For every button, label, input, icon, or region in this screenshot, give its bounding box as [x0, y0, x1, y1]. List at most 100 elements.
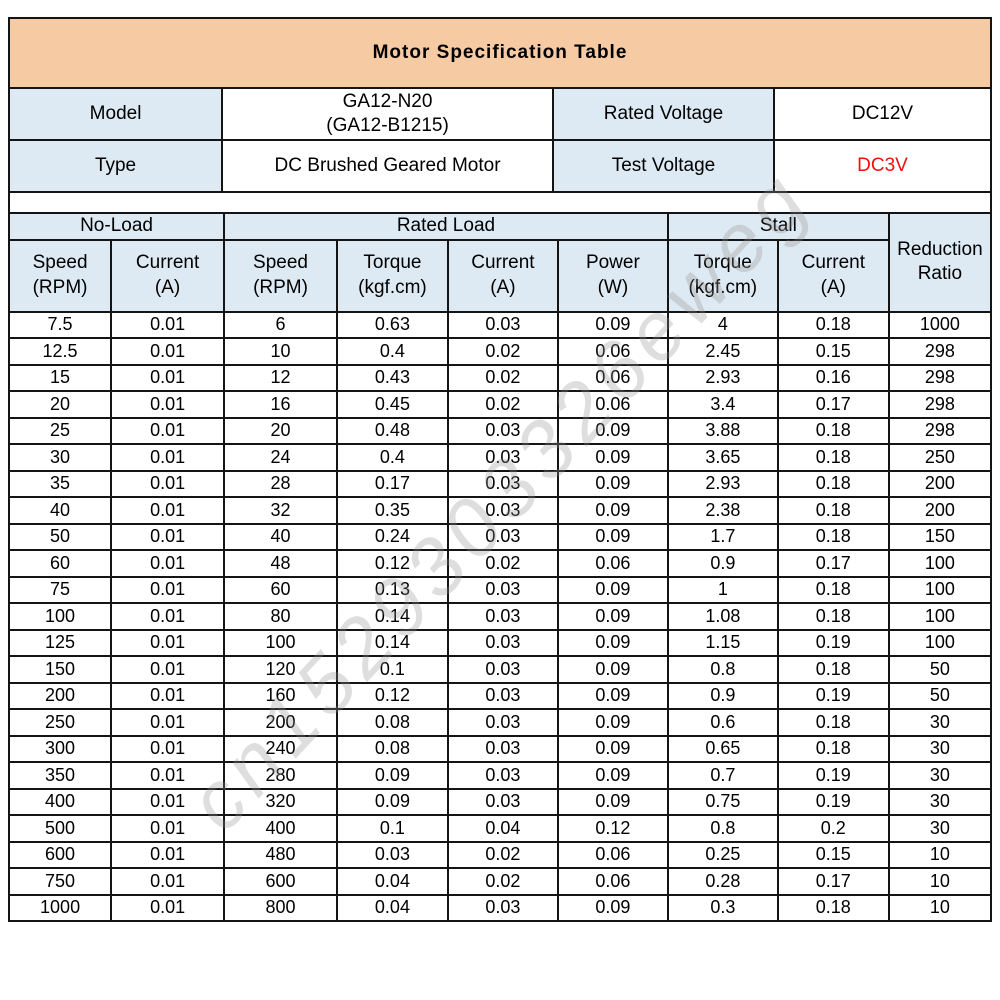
- spec-cell: 0.09: [556, 443, 669, 472]
- spec-cell: 200: [7, 681, 113, 711]
- spec-cell: 2.93: [666, 469, 779, 499]
- spec-cell: 0.1: [335, 814, 449, 843]
- table-row: 150 0.01 120 0.1 0.03 0.09 0.8 0.18 50: [7, 655, 993, 684]
- spec-cell: 15: [7, 363, 113, 393]
- table-row: 60 0.01 48 0.12 0.02 0.06 0.9 0.17 100: [7, 549, 993, 578]
- table-row: 350 0.01 280 0.09 0.03 0.09 0.7 0.19 30: [7, 761, 993, 790]
- spec-cell: 2.93: [666, 363, 779, 393]
- table-row: 125 0.01 100 0.14 0.03 0.09 1.15 0.19 100: [7, 628, 993, 658]
- spec-cell: 0.01: [110, 787, 226, 817]
- spec-cell: 0.09: [556, 681, 669, 711]
- column-header: Torque (kgf.cm): [666, 238, 779, 313]
- spec-cell: 0.28: [666, 867, 779, 896]
- spec-cell: 1000: [887, 310, 993, 340]
- spec-cell: 160: [223, 681, 338, 711]
- spec-cell: 0.06: [556, 840, 669, 870]
- spec-cell: 0.43: [335, 363, 449, 393]
- spec-cell: 0.01: [110, 655, 226, 684]
- table-row: 25 0.01 20 0.48 0.03 0.09 3.88 0.18 298: [7, 416, 993, 446]
- spec-cell: 0.18: [776, 734, 890, 764]
- column-header: Current (A): [776, 238, 890, 313]
- table-row: 200 0.01 160 0.12 0.03 0.09 0.9 0.19 50: [7, 681, 993, 711]
- spec-cell: 200: [223, 708, 338, 737]
- spec-cell: 0.03: [446, 628, 559, 658]
- spec-cell: 50: [887, 681, 993, 711]
- spec-cell: 0.09: [556, 416, 669, 446]
- spec-cell: 4: [666, 310, 779, 340]
- spec-cell: 0.01: [110, 575, 226, 605]
- spec-cell: 10: [887, 840, 993, 870]
- spec-cell: 100: [223, 628, 338, 658]
- spec-cell: 30: [7, 443, 113, 472]
- spec-cell: 0.03: [446, 416, 559, 446]
- table-row: 30 0.01 24 0.4 0.03 0.09 3.65 0.18 250: [7, 443, 993, 472]
- column-header: Speed (RPM): [223, 238, 338, 313]
- spec-cell: 30: [887, 761, 993, 790]
- spec-cell: 0.18: [776, 416, 890, 446]
- table-row: 75 0.01 60 0.13 0.03 0.09 1 0.18 100: [7, 575, 993, 605]
- spec-cell: 0.09: [556, 496, 669, 525]
- spec-cell: 1000: [7, 893, 113, 923]
- spec-cell: 0.09: [556, 761, 669, 790]
- spec-cell: 0.01: [110, 628, 226, 658]
- spec-cell: 0.01: [110, 602, 226, 631]
- spec-cell: 0.12: [556, 814, 669, 843]
- spec-cell: 0.04: [446, 814, 559, 843]
- spec-cell: 0.01: [110, 363, 226, 393]
- spec-cell: 40: [7, 496, 113, 525]
- spec-cell: 298: [887, 363, 993, 393]
- spec-cell: 100: [887, 549, 993, 578]
- spec-cell: 0.7: [666, 761, 779, 790]
- spec-cell: 6: [223, 310, 338, 340]
- spec-cell: 1.08: [666, 602, 779, 631]
- spec-cell: 150: [7, 655, 113, 684]
- spec-cell: 480: [223, 840, 338, 870]
- spec-cell: 0.01: [110, 469, 226, 499]
- spec-cell: 100: [887, 602, 993, 631]
- spec-cell: 3.4: [666, 390, 779, 419]
- spec-cell: 10: [223, 337, 338, 366]
- spec-cell: 0.03: [446, 893, 559, 923]
- spec-cell: 100: [887, 575, 993, 605]
- column-header: Current (A): [110, 238, 226, 313]
- table-row: 300 0.01 240 0.08 0.03 0.09 0.65 0.18 30: [7, 734, 993, 764]
- spec-cell: 0.03: [446, 469, 559, 499]
- spec-cell: 0.48: [335, 416, 449, 446]
- spec-cell: 0.18: [776, 575, 890, 605]
- spec-cell: 0.12: [335, 549, 449, 578]
- model-label: Model: [7, 87, 224, 141]
- spec-cell: 1.15: [666, 628, 779, 658]
- table-row: 1000 0.01 800 0.04 0.03 0.09 0.3 0.18 10: [7, 893, 993, 923]
- spec-cell: 20: [223, 416, 338, 446]
- spec-cell: 0.3: [666, 893, 779, 923]
- model-row: Model GA12-N20 (GA12-B1215) Rated Voltag…: [7, 87, 993, 141]
- spec-cell: 0.18: [776, 443, 890, 472]
- spec-cell: 350: [7, 761, 113, 790]
- spec-cell: 0.09: [335, 787, 449, 817]
- spec-cell: 0.03: [446, 787, 559, 817]
- page-title: Motor Specification Table: [8, 17, 992, 89]
- spec-cell: 0.18: [776, 708, 890, 737]
- spec-cell: 100: [887, 628, 993, 658]
- table-row: 250 0.01 200 0.08 0.03 0.09 0.6 0.18 30: [7, 708, 993, 737]
- info-table: Motor Specification Table Model GA12-N20…: [7, 17, 993, 193]
- spec-cell: 0.09: [556, 787, 669, 817]
- spec-cell: 250: [887, 443, 993, 472]
- spec-cell: 500: [7, 814, 113, 843]
- table-row: 100 0.01 80 0.14 0.03 0.09 1.08 0.18 100: [7, 602, 993, 631]
- spec-cell: 0.19: [776, 761, 890, 790]
- spec-cell: 0.09: [556, 602, 669, 631]
- type-label: Type: [7, 139, 224, 193]
- spec-cell: 280: [223, 761, 338, 790]
- spec-cell: 0.19: [776, 681, 890, 711]
- spec-cell: 40: [223, 522, 338, 552]
- table-gap: [8, 193, 992, 212]
- spec-cell: 0.15: [776, 840, 890, 870]
- spec-cell: 800: [223, 893, 338, 923]
- spec-cell: 30: [887, 787, 993, 817]
- spec-cell: 2.45: [666, 337, 779, 366]
- spec-cell: 0.45: [335, 390, 449, 419]
- spec-cell: 0.09: [556, 893, 669, 923]
- spec-cell: 200: [887, 469, 993, 499]
- spec-cell: 32: [223, 496, 338, 525]
